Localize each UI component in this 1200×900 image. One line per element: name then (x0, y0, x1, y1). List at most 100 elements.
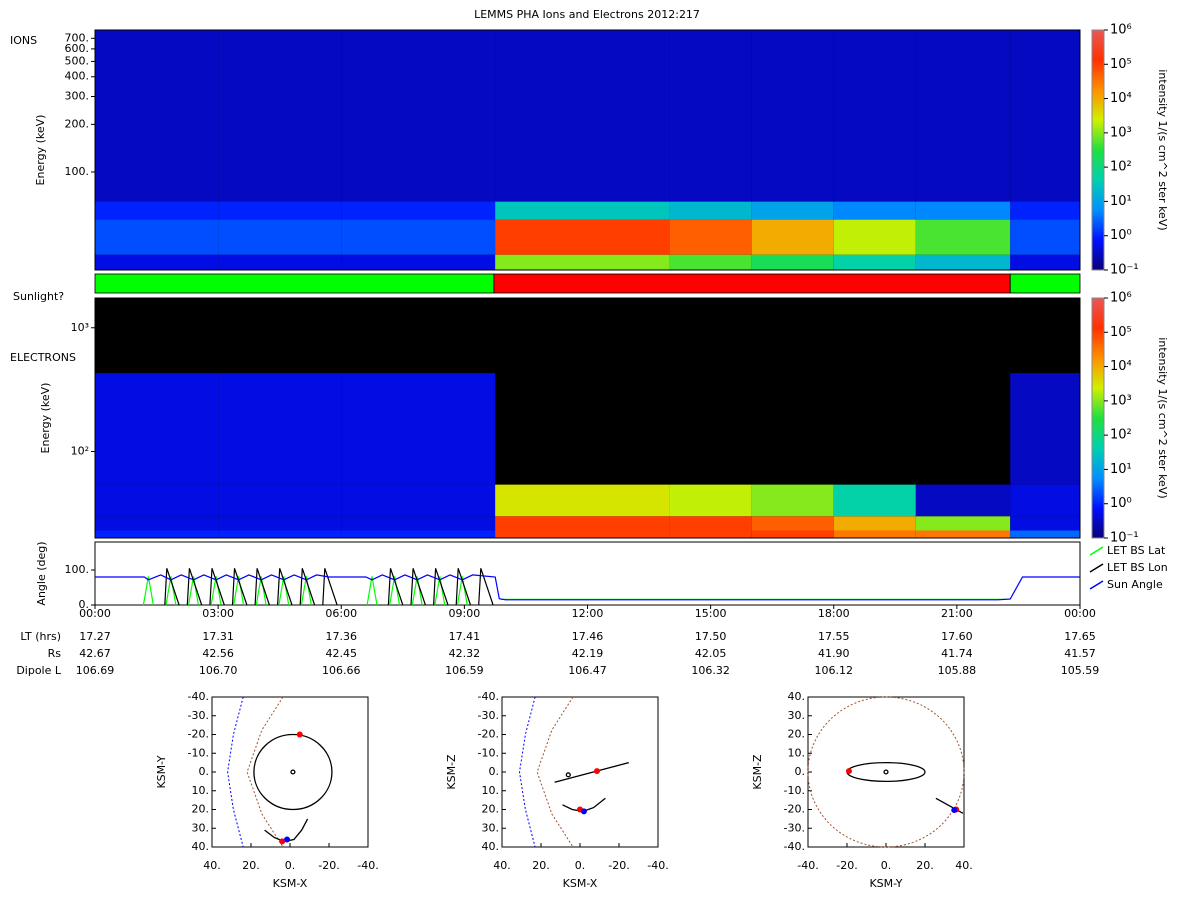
orbit-point (284, 836, 291, 843)
heatmap-cell (218, 530, 342, 538)
legend-swatch (1089, 546, 1104, 556)
ephemeris-value: 42.45 (326, 647, 358, 660)
heatmap-cell (587, 530, 670, 538)
ephemeris-value: 17.60 (941, 630, 973, 643)
y-tick-label: 0. (489, 765, 500, 778)
heatmap-cell (751, 30, 834, 202)
heatmap-cell (95, 201, 219, 220)
heatmap-cell (751, 530, 834, 538)
ephemeris-value: 17.65 (1064, 630, 1096, 643)
y-axis-label: KSM-Y (155, 755, 168, 788)
x-tick-label: 00:00 (1064, 607, 1096, 620)
y-tick-label: 10. (788, 746, 806, 759)
x-tick-label: 00:00 (79, 607, 111, 620)
x-tick-label: 03:00 (202, 607, 234, 620)
orbit-point (593, 768, 600, 775)
heatmap-cell (587, 201, 670, 220)
orbit-curve (227, 696, 244, 848)
y-tick-label: -40. (478, 690, 499, 703)
panel-label: IONS (10, 34, 37, 47)
orbit-curve (554, 761, 629, 783)
y-axis-label: Energy (keV) (39, 383, 52, 454)
colorbar-tick-label: 10⁻¹ (1110, 531, 1139, 546)
y-tick-label: -20. (784, 803, 805, 816)
ephemeris-value: 17.36 (326, 630, 358, 643)
ephemeris-value: 17.46 (572, 630, 604, 643)
heatmap-cell (1010, 373, 1080, 485)
x-tick-label: -20. (318, 859, 339, 872)
ephemeris-value: 106.32 (691, 664, 730, 677)
x-tick-label: 18:00 (818, 607, 850, 620)
y-tick-label: -40. (784, 840, 805, 853)
ephemeris-label: Rs (48, 647, 62, 660)
heatmap-cell (218, 201, 342, 220)
x-tick-label: 15:00 (695, 607, 727, 620)
y-tick-label: 40. (482, 840, 500, 853)
ephemeris-value: 17.31 (202, 630, 234, 643)
ephemeris-value: 105.59 (1061, 664, 1100, 677)
ephemeris-value: 106.70 (199, 664, 238, 677)
ephemeris-label: Dipole L (16, 664, 62, 677)
orbit-point (951, 807, 958, 814)
colorbar-tick-label: 10¹ (1110, 462, 1132, 477)
heatmap-cell (341, 30, 496, 202)
sunlight-segment (94, 273, 495, 294)
orbit-curve (518, 696, 536, 848)
heatmap-cell (751, 516, 834, 531)
y-tick-label: 700. (65, 31, 90, 44)
heatmap-cell (95, 254, 219, 270)
y-axis-label: Angle (deg) (35, 541, 48, 605)
y-tick-label: 40. (788, 690, 806, 703)
colorbar-tick-label: 10² (1110, 160, 1132, 175)
orbit-curve (246, 696, 284, 848)
y-axis-label: Energy (keV) (34, 115, 47, 186)
ephemeris-label: LT (hrs) (20, 630, 61, 643)
heatmap-cell (1010, 201, 1080, 220)
heatmap-cell (833, 219, 916, 255)
x-tick-label: -40. (797, 859, 818, 872)
x-tick-label: 0. (575, 859, 586, 872)
y-tick-label: 10³ (71, 321, 89, 334)
orbit-ring (290, 769, 296, 775)
orbit-point (296, 731, 303, 738)
colorbar-label: intensity 1/(s cm^2 ster keV) (1156, 337, 1169, 498)
panel-label: ELECTRONS (10, 351, 76, 364)
y-tick-label: -10. (188, 746, 209, 759)
ephemeris-value: 106.12 (815, 664, 854, 677)
x-axis-label: KSM-X (563, 877, 598, 890)
heatmap-cell (833, 530, 916, 538)
ephemeris-value: 42.56 (202, 647, 234, 660)
heatmap-cell (669, 201, 752, 220)
y-tick-label: 20. (192, 803, 210, 816)
colorbar-tick-label: 10⁵ (1110, 57, 1132, 72)
heatmap-cell (341, 530, 496, 538)
colorbar-tick-label: 10⁴ (1110, 359, 1132, 374)
ephemeris-value: 41.57 (1064, 647, 1096, 660)
figure-title: LEMMS PHA Ions and Electrons 2012:217 (474, 8, 700, 21)
panel-frame (94, 29, 1081, 271)
y-tick-label: 600. (65, 42, 90, 55)
series-line (95, 574, 1080, 601)
heatmap-cell (587, 254, 670, 270)
series-line (142, 576, 1007, 606)
heatmap-cell (341, 219, 496, 255)
orbit-frame (807, 696, 965, 848)
y-tick-label: -10. (478, 746, 499, 759)
x-tick-label: 20. (532, 859, 550, 872)
x-tick-label: -20. (608, 859, 629, 872)
y-tick-label: -30. (188, 709, 209, 722)
colorbar-tick-label: 10³ (1110, 393, 1132, 408)
heatmap-cell (95, 373, 219, 485)
orbit-frame (501, 696, 659, 848)
sunlight-segment (493, 273, 1011, 294)
y-tick-label: 20. (482, 803, 500, 816)
orbit-ring (565, 772, 571, 778)
x-tick-label: 0. (881, 859, 892, 872)
y-tick-label: 0. (795, 765, 806, 778)
heatmap-cell (587, 516, 670, 531)
ephemeris-value: 17.41 (449, 630, 481, 643)
panel-frame (94, 297, 1081, 539)
colorbar-tick-label: 10⁻¹ (1110, 263, 1139, 278)
legend-label: Sun Angle (1107, 578, 1163, 591)
y-tick-label: 400. (65, 70, 90, 83)
